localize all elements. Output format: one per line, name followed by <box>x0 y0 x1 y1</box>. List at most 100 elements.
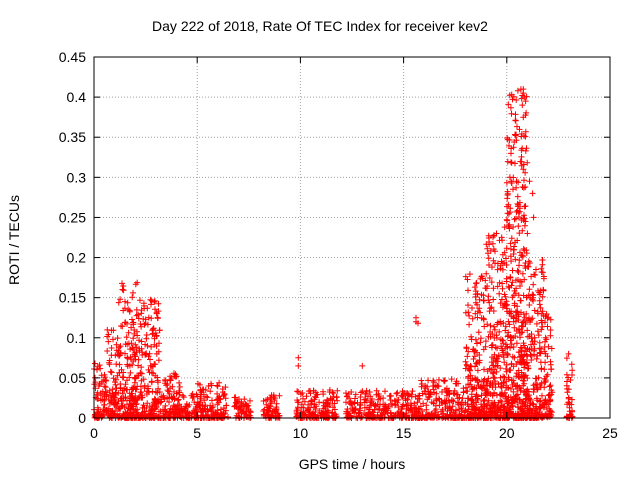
data-point <box>545 392 552 399</box>
data-point <box>263 401 270 408</box>
data-point <box>316 407 323 414</box>
data-point <box>480 297 487 304</box>
data-point <box>515 411 522 418</box>
data-point <box>524 230 531 237</box>
data-point <box>494 283 501 290</box>
data-point <box>208 406 215 413</box>
data-point <box>131 350 138 356</box>
data-point <box>490 285 497 292</box>
data-point <box>463 384 469 391</box>
data-point <box>321 414 328 420</box>
data-point <box>130 335 137 342</box>
data-point <box>506 321 513 328</box>
data-point <box>515 269 522 275</box>
data-point <box>400 401 407 408</box>
data-point <box>513 277 519 284</box>
data-point <box>485 250 491 257</box>
data-point <box>507 337 514 344</box>
data-point <box>263 409 270 416</box>
data-point <box>521 132 527 139</box>
data-point <box>469 315 476 322</box>
data-point <box>462 358 469 365</box>
data-point <box>547 332 554 339</box>
data-point <box>472 291 479 298</box>
data-point <box>490 296 497 303</box>
data-point <box>531 307 538 314</box>
data-point <box>520 90 527 97</box>
data-point <box>548 345 555 352</box>
data-point <box>376 393 383 399</box>
y-tick-label: 0.45 <box>59 49 86 65</box>
data-point <box>500 373 507 380</box>
data-point <box>116 369 123 376</box>
data-point <box>105 338 112 345</box>
data-point <box>508 110 515 117</box>
x-axis-label: GPS time / hours <box>298 456 406 472</box>
data-point <box>534 352 541 359</box>
data-point <box>529 291 536 298</box>
data-point <box>179 392 186 399</box>
data-point <box>295 354 302 361</box>
data-point <box>343 414 350 421</box>
data-point <box>518 147 525 154</box>
data-point <box>382 401 388 408</box>
data-point <box>525 292 532 299</box>
data-point <box>505 101 512 108</box>
data-point <box>200 386 207 393</box>
data-point <box>507 240 514 247</box>
data-point <box>494 266 501 273</box>
plot-frame <box>93 56 611 419</box>
data-point <box>402 397 409 404</box>
data-point <box>489 362 496 369</box>
data-point <box>472 336 479 343</box>
data-point <box>503 255 509 262</box>
data-point <box>369 396 375 402</box>
data-point <box>485 232 492 239</box>
data-point <box>394 399 401 406</box>
chart-title: Day 222 of 2018, Rate Of TEC Index for r… <box>152 18 488 34</box>
data-point <box>528 352 535 359</box>
data-point <box>462 309 469 316</box>
data-point <box>485 293 492 300</box>
data-point <box>490 370 497 377</box>
data-point <box>509 96 516 103</box>
data-point <box>484 245 491 252</box>
data-point <box>547 358 554 365</box>
data-point <box>110 336 116 343</box>
data-point <box>267 400 274 407</box>
data-point <box>176 383 183 390</box>
data-point <box>160 392 167 399</box>
data-point <box>119 286 126 293</box>
data-point <box>151 297 158 304</box>
data-point <box>127 346 134 353</box>
data-point <box>489 384 496 391</box>
data-point <box>547 382 554 389</box>
data-point <box>343 399 349 406</box>
data-point <box>432 402 439 409</box>
data-point <box>375 414 382 421</box>
data-point <box>512 117 519 124</box>
data-point <box>120 395 127 402</box>
data-point <box>467 372 474 379</box>
data-point <box>476 359 483 366</box>
data-point <box>329 409 336 416</box>
data-point <box>441 378 448 385</box>
data-point <box>537 287 544 294</box>
data-point <box>120 283 127 289</box>
data-point <box>509 294 516 301</box>
data-point <box>108 394 115 401</box>
data-point <box>516 374 523 381</box>
data-point <box>168 394 175 401</box>
data-point <box>517 297 524 304</box>
data-point <box>243 413 250 420</box>
data-point <box>544 323 551 330</box>
data-point <box>487 329 494 335</box>
data-point <box>468 391 475 398</box>
data-point <box>514 391 521 398</box>
data-point <box>526 302 533 308</box>
data-point <box>510 377 517 384</box>
data-point <box>508 313 515 320</box>
data-point <box>508 180 515 186</box>
data-point <box>515 326 522 333</box>
data-point <box>531 386 538 393</box>
